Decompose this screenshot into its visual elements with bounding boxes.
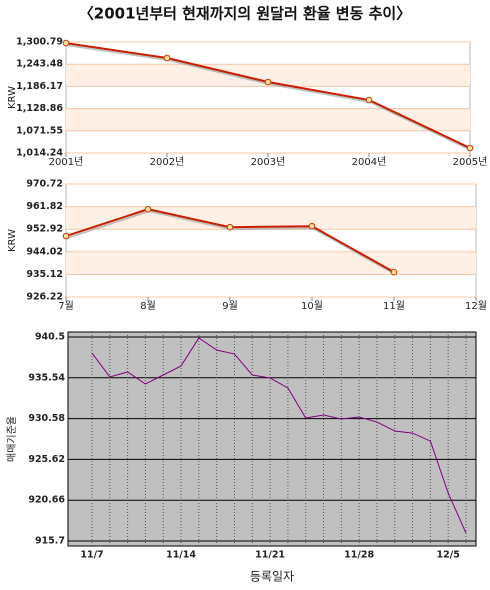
grid-band xyxy=(66,206,476,230)
point xyxy=(308,222,316,230)
y-axis-label: 매매기준율 xyxy=(6,416,18,462)
plot-background xyxy=(65,183,477,298)
y-tick-label: 940.5 xyxy=(35,332,65,343)
x-tick-label: 2002년 xyxy=(150,156,185,168)
x-tick-label: 9월 xyxy=(222,300,238,312)
point xyxy=(390,268,398,276)
y-tick-label: 915.7 xyxy=(35,536,65,547)
y-tick-label: 926.22 xyxy=(26,292,63,303)
point xyxy=(365,96,373,104)
grid-band xyxy=(66,64,470,87)
x-tick-label: 12월 xyxy=(465,300,487,312)
x-tick-label: 2004년 xyxy=(352,156,387,168)
point xyxy=(466,144,474,152)
x-tick-label: 11/14 xyxy=(166,550,196,561)
y-axis-label: KRW xyxy=(7,86,18,109)
point xyxy=(226,223,234,231)
y-tick-label: 1,300.79 xyxy=(16,37,63,48)
y-tick-label: 1,014.24 xyxy=(16,148,63,159)
x-tick-label: 8월 xyxy=(140,300,156,312)
x-tick-label: 10월 xyxy=(301,300,323,312)
x-tick-label: 12/5 xyxy=(437,550,460,561)
x-axis-label: 등록일자 xyxy=(250,570,294,584)
y-tick-label: 930.58 xyxy=(28,413,65,424)
x-tick-label: 2001년 xyxy=(49,156,84,168)
y-tick-label: 1,243.48 xyxy=(16,59,63,70)
x-tick-label: 11/28 xyxy=(344,550,374,561)
plot-background xyxy=(67,331,477,547)
point xyxy=(163,54,171,62)
point xyxy=(144,205,152,213)
point xyxy=(264,78,272,86)
y-axis-label: KRW xyxy=(7,229,18,252)
page-title: 〈2001년부터 현재까지의 원달러 환율 변동 추이〉 xyxy=(79,5,411,23)
y-tick-label: 1,186.17 xyxy=(16,81,63,92)
x-tick-label: 11/7 xyxy=(80,550,103,561)
point xyxy=(62,232,70,240)
y-tick-label: 935.54 xyxy=(28,372,65,383)
y-tick-label: 970.72 xyxy=(26,179,63,190)
x-tick-label: 11월 xyxy=(383,300,405,312)
y-tick-label: 925.62 xyxy=(28,454,65,465)
y-tick-label: 1,128.86 xyxy=(16,103,63,114)
x-tick-label: 7월 xyxy=(58,300,74,312)
series-line xyxy=(91,337,467,534)
y-tick-label: 952.92 xyxy=(26,224,63,235)
y-tick-label: 920.66 xyxy=(28,495,65,506)
plot-background xyxy=(65,41,471,154)
y-tick-label: 961.82 xyxy=(26,201,63,212)
grid-band xyxy=(66,251,476,275)
x-tick-label: 2003년 xyxy=(251,156,286,168)
x-tick-label: 11/21 xyxy=(255,550,285,561)
x-tick-label: 2005년 xyxy=(453,156,488,168)
grid-band xyxy=(66,108,470,131)
point xyxy=(62,39,70,47)
y-tick-label: 944.02 xyxy=(26,246,63,257)
y-tick-label: 1,071.55 xyxy=(16,125,63,136)
y-tick-label: 935.12 xyxy=(26,269,63,280)
